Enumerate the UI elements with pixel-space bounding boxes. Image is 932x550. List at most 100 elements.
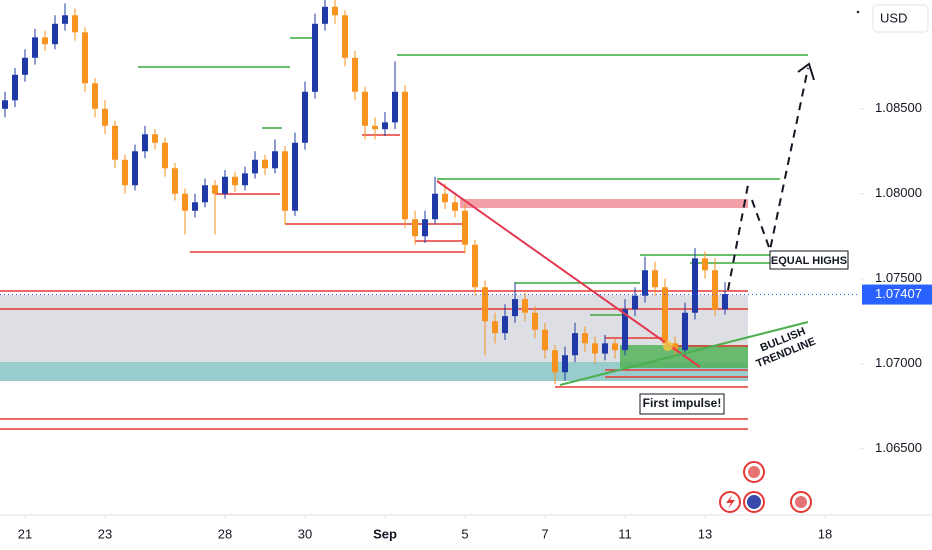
candle-body: [492, 321, 498, 334]
candle-body: [222, 176, 228, 194]
x-tick-label: 5: [461, 526, 468, 541]
candle-body: [72, 15, 78, 33]
candle-body: [432, 193, 438, 220]
event-icon: [726, 495, 735, 509]
x-tick-label: 7: [541, 526, 548, 541]
candle-body: [372, 125, 378, 130]
candle-body: [642, 270, 648, 296]
projection: [751, 67, 809, 254]
candle-body: [92, 83, 98, 109]
x-tick-label: Sep: [373, 526, 397, 541]
candle-body: [292, 142, 298, 211]
candle-body: [532, 312, 538, 330]
y-tick-label: 1.08000: [875, 185, 922, 200]
candles: [2, 0, 728, 385]
candle-body: [392, 91, 398, 123]
flag-icon: [747, 495, 761, 509]
candle-body: [722, 294, 728, 310]
candle-body: [472, 244, 478, 288]
candle-body: [582, 333, 588, 344]
candle-body: [342, 15, 348, 58]
currency-box: [872, 4, 929, 33]
x-tick-label: 13: [698, 526, 712, 541]
candle-body: [192, 202, 198, 211]
candle-body: [42, 37, 48, 45]
candle-body: [572, 333, 578, 356]
candle-body: [502, 316, 508, 334]
candle-body: [692, 258, 698, 313]
candle-body: [612, 343, 618, 351]
candle-body: [62, 15, 68, 24]
touch-point: [663, 341, 673, 351]
candle-body: [322, 6, 328, 24]
y-tick-label: 1.06500: [875, 440, 922, 455]
candle-body: [272, 151, 278, 169]
candle-body: [82, 32, 88, 84]
candle-body: [252, 159, 258, 174]
flag-icon: [795, 496, 807, 508]
candle-body: [442, 193, 448, 203]
arrow-head: [797, 62, 815, 81]
candle-body: [462, 210, 468, 245]
candle-body: [312, 23, 318, 92]
zones: [0, 199, 748, 381]
candle-body: [712, 270, 718, 310]
candle-body: [412, 219, 418, 237]
candle-body: [662, 287, 668, 344]
candle-body: [622, 309, 628, 351]
drawings: [436, 62, 815, 386]
first-impulse-label: First impulse!: [643, 396, 722, 410]
currency-label: USD: [880, 10, 907, 25]
candle-body: [382, 122, 388, 130]
y-tick-label: 1.07000: [875, 355, 922, 370]
candle-body: [302, 91, 308, 143]
last-price-box: [862, 284, 932, 305]
candle-body: [32, 37, 38, 58]
candle-body: [182, 193, 188, 211]
candle-body: [212, 185, 218, 194]
label-box: [769, 250, 849, 270]
candle-body: [682, 312, 688, 351]
supply-zone: [460, 199, 748, 208]
candle-body: [402, 91, 408, 220]
last-price-label: 1.07407: [875, 286, 922, 301]
candle-body: [2, 100, 8, 109]
candle-body: [552, 350, 558, 373]
candle-body: [672, 343, 678, 351]
label-box: [639, 393, 725, 415]
x-tick-label: 23: [98, 526, 112, 541]
candle-body: [232, 176, 238, 186]
y-tick-label: 1.08500: [875, 100, 922, 115]
candle-body: [12, 74, 18, 101]
candle-body: [262, 159, 268, 169]
candle-body: [132, 151, 138, 186]
candle-body: [172, 168, 178, 194]
flag-icon: [748, 466, 760, 478]
candle-body: [512, 299, 518, 317]
candle-body: [162, 142, 168, 169]
candle-body: [562, 355, 568, 373]
candle-body: [52, 23, 58, 45]
candle-body: [112, 125, 118, 160]
x-tick-label: 18: [818, 526, 832, 541]
x-tick-label: 30: [298, 526, 312, 541]
candle-body: [202, 185, 208, 203]
candle-body: [152, 134, 158, 143]
red-trendline: [436, 180, 701, 368]
candle-body: [282, 151, 288, 211]
x-tick-label: 28: [218, 526, 232, 541]
candle-body: [362, 91, 368, 126]
candle-body: [352, 57, 358, 92]
y-tick-label: 1.07500: [875, 270, 922, 285]
candle-body: [142, 134, 148, 152]
equal-highs-label: EQUAL HIGHS: [771, 255, 847, 267]
demand-zone: [0, 362, 748, 381]
candle-body: [452, 202, 458, 211]
candle-body: [602, 343, 608, 354]
x-tick-label: 21: [18, 526, 32, 541]
candle-body: [522, 299, 528, 313]
candle-body: [422, 219, 428, 237]
candle-body: [122, 159, 128, 186]
candle-body: [592, 343, 598, 354]
